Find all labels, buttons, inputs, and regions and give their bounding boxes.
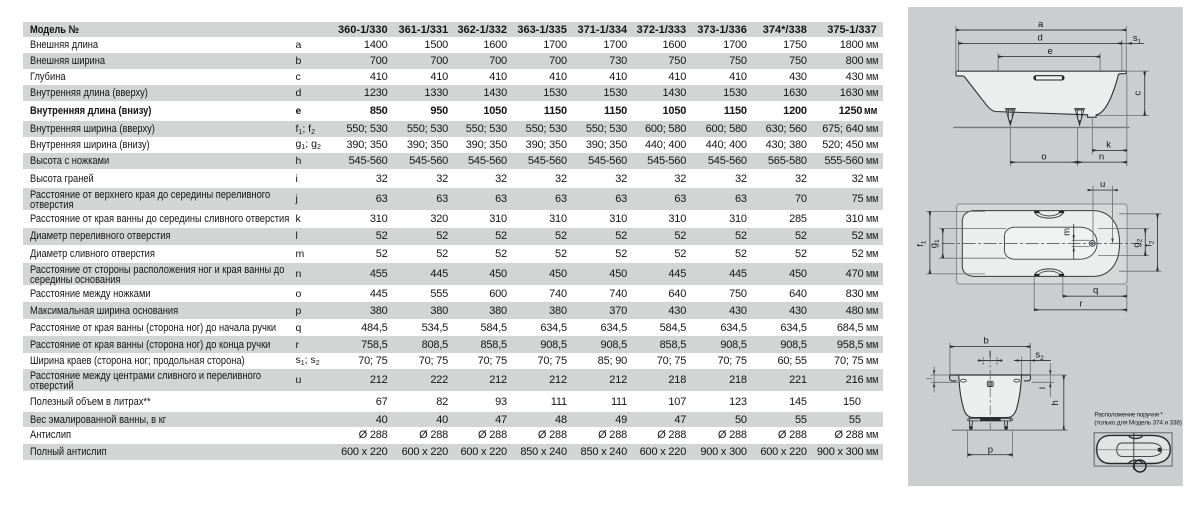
svg-text:m: m [1062,228,1073,236]
svg-text:e: e [1047,46,1052,57]
svg-text:s2: s2 [1035,350,1044,362]
svg-text:d: d [1037,33,1042,44]
svg-text:h: h [1050,400,1061,405]
svg-text:(только для Модель 374 и 338): (только для Модель 374 и 338) [1094,419,1182,426]
svg-text:k: k [1106,140,1111,151]
svg-text:u: u [1100,179,1105,190]
svg-text:b: b [983,335,988,346]
svg-text:p: p [988,444,993,455]
svg-text:n: n [1099,151,1104,162]
svg-text:f2: f2 [1143,240,1155,247]
svg-text:a: a [1038,19,1044,30]
svg-text:i: i [1037,387,1048,389]
svg-text:l: l [989,349,991,360]
svg-text:o: o [1041,151,1046,162]
svg-text:g1: g1 [929,239,941,248]
svg-text:s1: s1 [1133,33,1142,45]
svg-text:g2: g2 [1131,238,1143,247]
svg-text:c: c [1133,91,1144,96]
svg-text:q: q [1093,285,1098,296]
svg-text:r: r [1080,299,1083,310]
svg-text:Расположение поручня *: Расположение поручня * [1094,411,1163,418]
svg-text:f1: f1 [915,240,927,247]
